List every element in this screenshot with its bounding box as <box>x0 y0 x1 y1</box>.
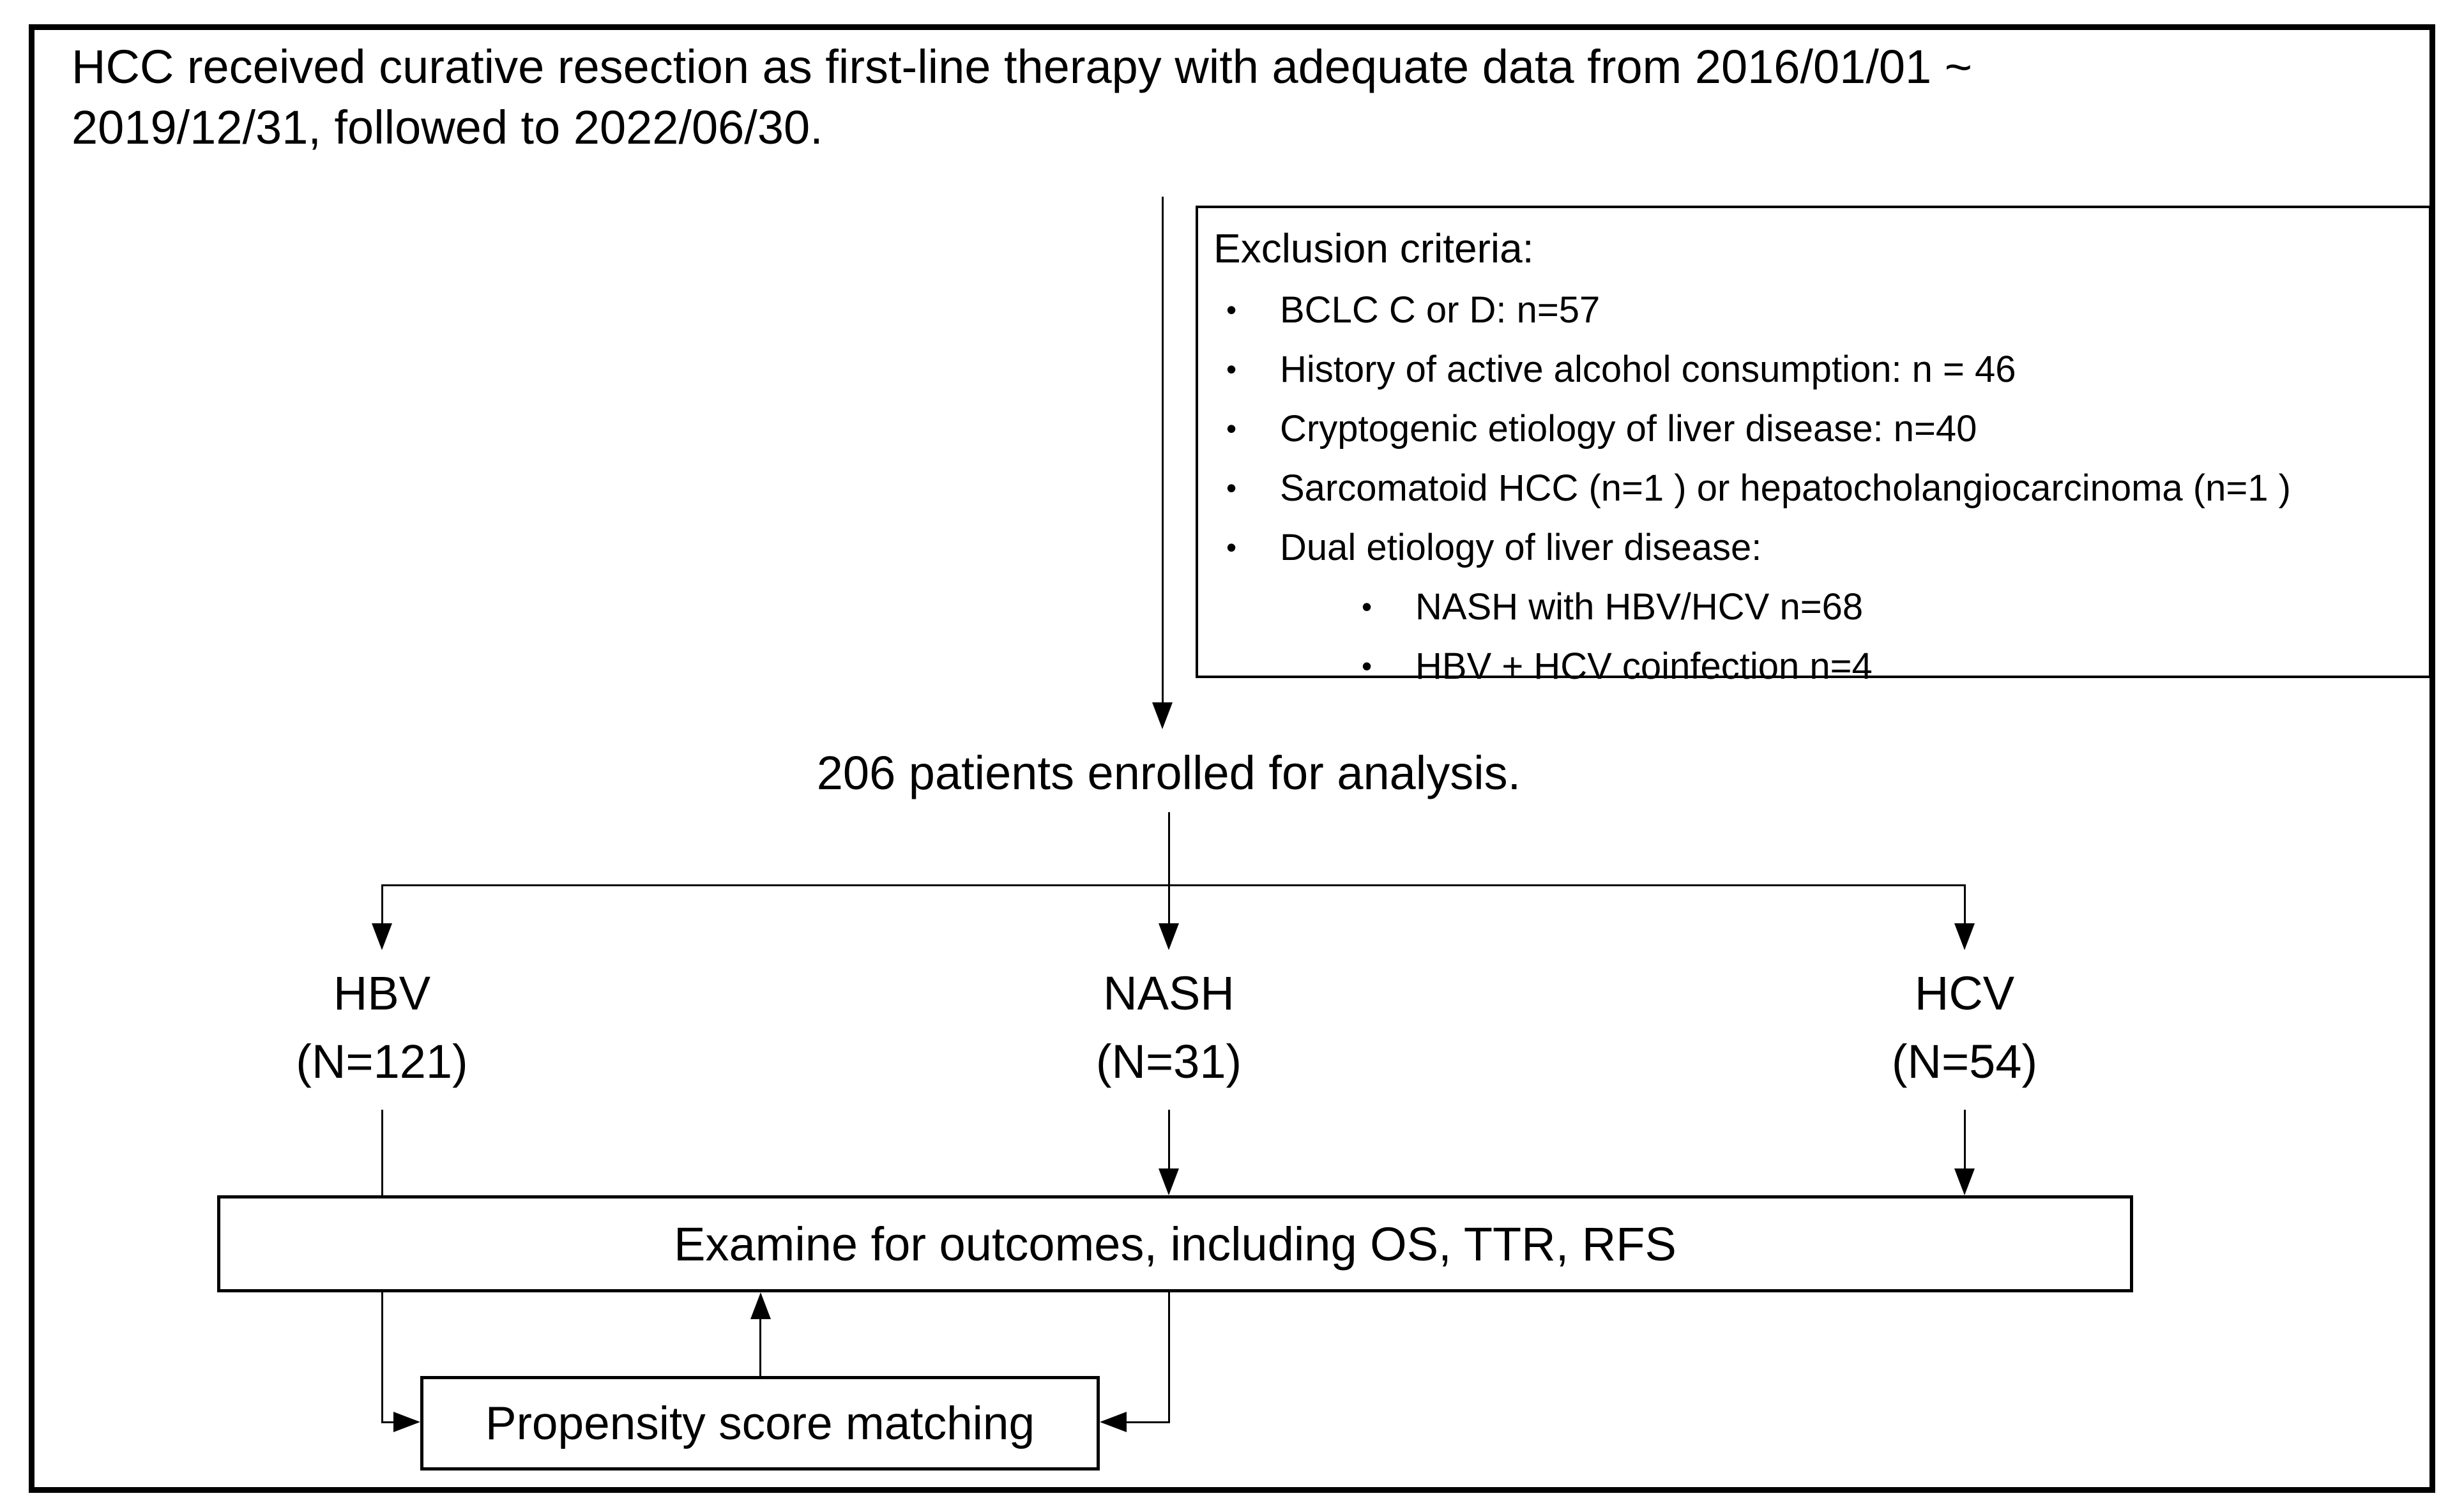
bullet-dot: • <box>1226 471 1237 504</box>
branch-hcv-label: HCV <box>1914 967 2015 1020</box>
branch-hbv: HBV (N=121) <box>184 959 580 1096</box>
connector-split-to-hcv <box>1964 884 1966 924</box>
matching-box: Propensity score matching <box>420 1376 1100 1470</box>
exclusion-sub-item-text: NASH with HBV/HCV n=68 <box>1415 586 1864 628</box>
arrowhead-right-matching <box>393 1412 420 1432</box>
bullet-dot: • <box>1226 293 1237 326</box>
exclusion-item-text: Cryptogenic etiology of liver disease: n… <box>1280 407 1977 450</box>
arrowhead-down-nash-outcomes <box>1159 1168 1179 1195</box>
exclusion-item-text: History of active alcohol consumption: n… <box>1280 348 2016 390</box>
branch-hbv-count: (N=121) <box>296 1035 468 1089</box>
bullet-dot: • <box>1362 589 1372 623</box>
bullet-dot: • <box>1226 352 1237 386</box>
connector-enrolled-to-split <box>1168 812 1170 886</box>
exclusion-sub-item: • NASH with HBV/HCV n=68 <box>1346 586 2414 628</box>
arrowhead-down-hcv <box>1954 923 1975 950</box>
branch-nash: NASH (N=31) <box>971 959 1367 1096</box>
exclusion-criteria-box: Exclusion criteria: • BCLC C or D: n=57 … <box>1196 206 2431 687</box>
exclusion-sub-item-text: HBV + HCV coinfection n=4 <box>1415 645 1873 687</box>
connector-matching-to-outcomes <box>759 1317 761 1376</box>
connector-nash-to-matching-horizontal <box>1124 1421 1170 1423</box>
exclusion-item-text: Sarcomatoid HCC (n=1 ) or hepatocholangi… <box>1280 467 2291 509</box>
bullet-dot: • <box>1226 411 1237 445</box>
bullet-dot: • <box>1362 649 1372 683</box>
outcomes-box: Examine for outcomes, including OS, TTR,… <box>217 1195 2133 1292</box>
branch-nash-count: (N=31) <box>1095 1035 1242 1089</box>
matching-box-label: Propensity score matching <box>485 1397 1035 1449</box>
connector-header-to-enrolled <box>1162 197 1164 704</box>
branch-hcv-count: (N=54) <box>1891 1035 2038 1089</box>
connector-nash-to-matching-vertical <box>1168 1292 1170 1423</box>
bullet-dot: • <box>1226 530 1237 564</box>
exclusion-item-text: BCLC C or D: n=57 <box>1280 289 1600 331</box>
connector-hbv-to-outcomes <box>381 1110 383 1195</box>
arrowhead-down-hcv-outcomes <box>1954 1168 1975 1195</box>
connector-hcv-to-outcomes <box>1964 1110 1966 1168</box>
branch-hcv: HCV (N=54) <box>1767 959 2163 1096</box>
enrolled-count-label: 206 patients enrolled for analysis. <box>816 746 1521 799</box>
branch-hbv-label: HBV <box>333 967 431 1020</box>
arrowhead-down-enrolled <box>1152 702 1173 729</box>
connector-hbv-to-matching-horizontal <box>381 1421 395 1423</box>
arrowhead-down-hbv <box>372 923 392 950</box>
exclusion-item: • Dual etiology of liver disease: <box>1211 527 2414 569</box>
arrowhead-left-matching <box>1100 1412 1127 1432</box>
arrowhead-up-outcomes <box>750 1292 771 1319</box>
exclusion-item-text: Dual etiology of liver disease: <box>1280 526 1762 568</box>
arrowhead-down-nash <box>1159 923 1179 950</box>
exclusion-item: • History of active alcohol consumption:… <box>1211 349 2414 391</box>
outcomes-box-label: Examine for outcomes, including OS, TTR,… <box>674 1217 1676 1271</box>
exclusion-sub-item: • HBV + HCV coinfection n=4 <box>1346 646 2414 688</box>
connector-hbv-to-matching-vertical <box>381 1292 383 1423</box>
study-population-line-1: HCC received curative resection as first… <box>72 40 1972 93</box>
branch-nash-label: NASH <box>1103 967 1235 1020</box>
outer-border-frame <box>29 24 2435 1493</box>
exclusion-item: • Sarcomatoid HCC (n=1 ) or hepatocholan… <box>1211 467 2414 510</box>
study-population-line-2: 2019/12/31, followed to 2022/06/30. <box>72 100 823 154</box>
exclusion-heading: Exclusion criteria: <box>1213 225 1534 271</box>
exclusion-item: • Cryptogenic etiology of liver disease:… <box>1211 407 2414 450</box>
connector-split-to-nash <box>1168 884 1170 924</box>
exclusion-item: • BCLC C or D: n=57 <box>1211 289 2414 331</box>
connector-split-to-hbv <box>381 884 383 924</box>
branch-split-line <box>381 884 1966 886</box>
study-population-statement: HCC received curative resection as first… <box>72 37 2345 158</box>
connector-nash-to-outcomes <box>1168 1110 1170 1168</box>
